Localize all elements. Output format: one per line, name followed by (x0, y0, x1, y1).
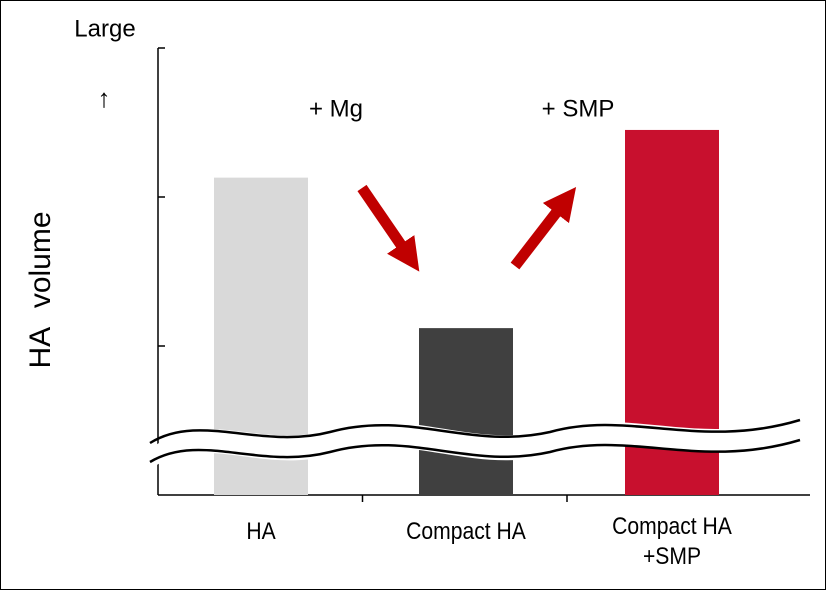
arrow (357, 184, 420, 272)
arrow (510, 186, 577, 270)
y-axis-label: HA volume (24, 211, 57, 368)
annotation: + Mg (309, 95, 363, 122)
annotation: ↑ (98, 83, 111, 113)
bar (419, 328, 513, 495)
annotation: Large (74, 15, 135, 42)
x-tick-label: Compact HA +SMP (612, 513, 732, 570)
annotation: + SMP (542, 95, 615, 122)
x-tick-label: HA (246, 518, 276, 545)
break-line (149, 438, 801, 464)
break-line (149, 418, 801, 445)
x-tick-label: Compact HA (406, 518, 526, 545)
